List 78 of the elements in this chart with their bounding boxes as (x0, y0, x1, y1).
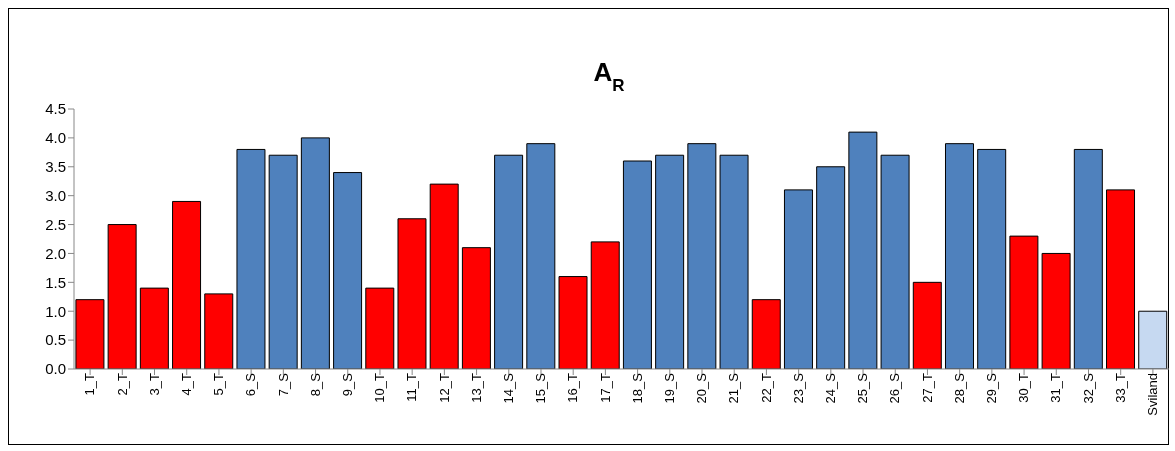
x-tick-label: 23_S (790, 372, 806, 404)
bar (397, 218, 427, 369)
bar (300, 137, 330, 369)
x-tick-label: 12_T (436, 372, 452, 403)
x-tick-label: 9_S (339, 372, 355, 397)
bar (268, 154, 298, 369)
x-tick-label: 5_T (211, 372, 227, 396)
bar (816, 166, 846, 369)
bar (719, 154, 749, 369)
x-tick-label: 31_T (1048, 372, 1064, 403)
x-tick-label: 11_T (404, 372, 420, 402)
y-tick-label: 1.0 (45, 302, 66, 320)
x-tick-label: Sviland (1145, 373, 1161, 416)
bar (1106, 189, 1136, 369)
bar (365, 287, 395, 369)
bar (172, 200, 202, 369)
x-tick-label: 30_T (1016, 372, 1032, 403)
bar (236, 148, 266, 369)
x-tick-label: 17_T (597, 372, 613, 403)
bar (139, 287, 169, 369)
bar (526, 143, 556, 369)
bar (1073, 148, 1103, 369)
bar (687, 143, 717, 369)
bar (944, 143, 974, 369)
x-tick-label: 7_S (275, 372, 291, 397)
x-tick-label: 28_S (951, 372, 967, 404)
bar (494, 154, 524, 369)
x-tick-label: 3_T (146, 372, 162, 396)
x-tick-label: 29_S (984, 372, 1000, 404)
x-tick-label: 21_S (726, 372, 742, 404)
x-tick-label: 33_T (1112, 372, 1128, 403)
x-tick-label: 13_T (468, 372, 484, 403)
x-tick-label: 20_S (694, 372, 710, 404)
bar (1009, 235, 1039, 369)
bar (590, 241, 620, 369)
x-tick-label: 8_S (307, 372, 323, 397)
bar (783, 189, 813, 369)
x-tick-label: 2_T (114, 372, 130, 396)
bar (75, 299, 105, 369)
y-tick-label: 1.5 (45, 273, 66, 291)
x-tick-label: 24_S (823, 372, 839, 404)
x-tick-label: 6_S (243, 372, 259, 397)
bar (880, 154, 910, 369)
bar (622, 160, 652, 369)
bar (655, 154, 685, 369)
y-tick-label: 0.5 (45, 331, 66, 349)
y-tick-label: 3.0 (45, 186, 66, 204)
x-tick-label: 4_T (178, 372, 194, 396)
chart-title: A$_{R}$ (593, 57, 625, 95)
y-tick-label: 4.0 (45, 129, 66, 147)
x-tick-label: 1_T (82, 372, 98, 396)
x-tick-label: 27_T (919, 372, 935, 403)
bar (107, 224, 137, 369)
x-tick-label: 18_S (629, 372, 645, 404)
y-tick-label: 3.5 (45, 158, 66, 176)
x-tick-label: 22_T (758, 372, 774, 403)
bar (333, 172, 363, 369)
y-tick-label: 4.5 (45, 100, 66, 118)
x-tick-label: 14_S (501, 372, 517, 404)
bar (204, 293, 234, 369)
bar (912, 281, 942, 369)
bar (1041, 252, 1071, 369)
y-tick-label: 2.0 (45, 244, 66, 262)
bar (461, 247, 491, 369)
y-tick-label: 0.0 (45, 360, 66, 378)
bar (848, 131, 878, 369)
x-tick-label: 15_S (533, 372, 549, 404)
x-tick-label: 25_S (855, 372, 871, 404)
x-tick-label: 19_S (662, 372, 678, 404)
bar (558, 276, 588, 369)
bar (977, 148, 1007, 369)
x-tick-label: 10_T (372, 372, 388, 403)
bar (751, 299, 781, 369)
x-tick-label: 32_S (1080, 372, 1096, 404)
x-tick-label: 26_S (887, 372, 903, 404)
x-tick-label: 16_T (565, 372, 581, 403)
bar (429, 183, 459, 369)
y-tick-label: 2.5 (45, 215, 66, 233)
